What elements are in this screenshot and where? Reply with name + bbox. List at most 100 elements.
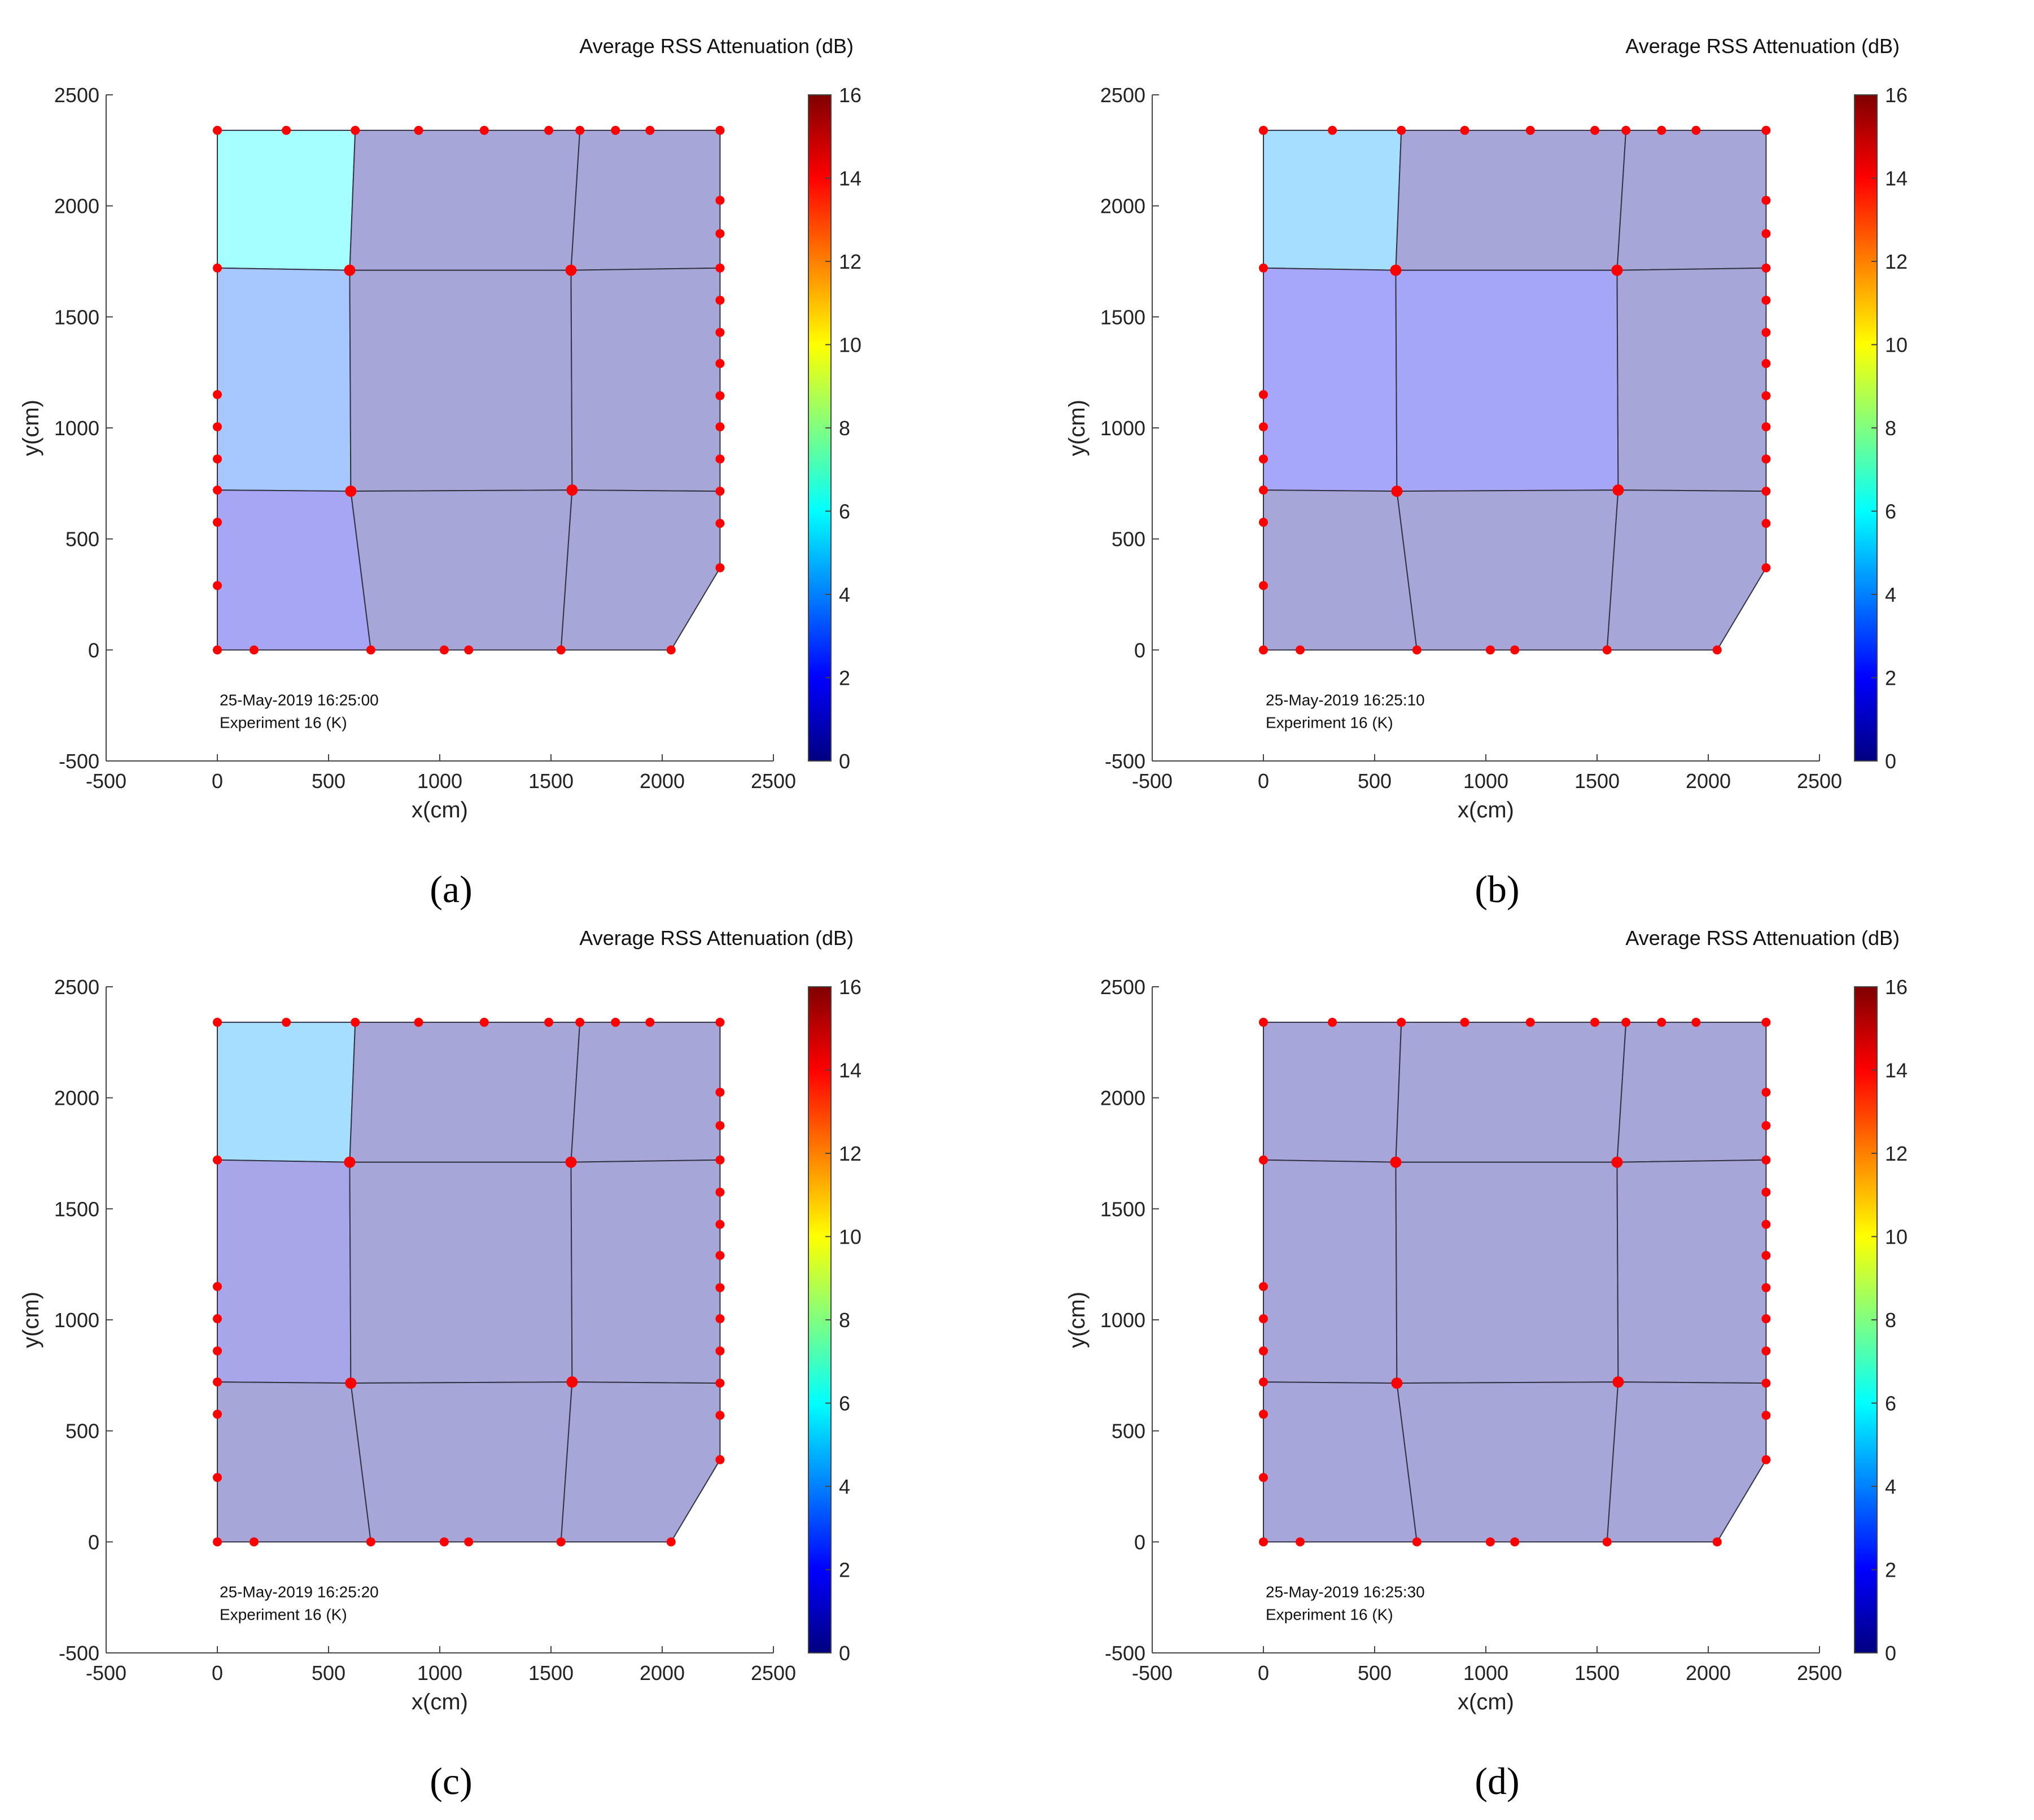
y-tick-label: 2500 <box>54 975 99 999</box>
cell-4 <box>1395 129 1627 271</box>
colorbar-tick-label: 2 <box>1885 667 1896 690</box>
sensor-node <box>715 1155 725 1165</box>
colorbar-tick-label: 16 <box>839 84 861 107</box>
colorbar-tick-label: 12 <box>839 250 861 273</box>
sensor-node <box>1611 264 1623 276</box>
sensor-node <box>1259 263 1268 273</box>
sensor-node <box>1761 1283 1771 1292</box>
sensor-node <box>1259 125 1268 135</box>
sensor-node <box>1761 422 1771 432</box>
x-axis-title: x(cm) <box>1458 1690 1514 1714</box>
sensor-node <box>414 125 423 135</box>
x-tick-label: 2000 <box>640 769 685 793</box>
cell-6 <box>350 489 573 651</box>
sensor-node <box>715 1087 725 1097</box>
sensor-node <box>715 519 725 528</box>
sensor-node <box>1259 390 1268 399</box>
sensor-node <box>1761 1379 1771 1388</box>
sensor-node <box>715 195 725 205</box>
colorbar-tick-label: 10 <box>1885 1226 1908 1249</box>
sensor-node <box>1259 1314 1268 1324</box>
cell-2 <box>1263 267 1398 492</box>
sensor-node <box>1761 519 1771 528</box>
sensor-node <box>715 1346 725 1356</box>
cell-2 <box>217 267 352 492</box>
x-axis-title: x(cm) <box>1458 798 1514 823</box>
colorbar-tick-label: 14 <box>839 167 861 190</box>
sensor-node <box>1712 1537 1722 1547</box>
sensor-node <box>351 1017 360 1027</box>
sensor-node <box>645 125 655 135</box>
cell-4 <box>349 1021 581 1163</box>
y-tick-label: -500 <box>1105 1642 1145 1665</box>
y-tick-label: -500 <box>1105 750 1145 773</box>
sensor-node <box>1510 1537 1520 1547</box>
sensor-node <box>1259 1537 1268 1547</box>
x-tick-label: 0 <box>212 769 223 793</box>
cell-3 <box>217 489 371 651</box>
y-tick-label: 0 <box>1134 638 1145 662</box>
sensor-node <box>213 1473 222 1482</box>
sensor-node <box>715 422 725 432</box>
y-tick-label: 2500 <box>54 84 99 107</box>
y-tick-label: 500 <box>1112 528 1145 551</box>
sensor-node <box>213 390 222 399</box>
sensor-node <box>213 581 222 590</box>
y-tick-label: 1500 <box>54 1197 99 1220</box>
sensor-node <box>1259 1346 1268 1356</box>
cell-7 <box>570 129 721 271</box>
sensor-node <box>250 645 259 655</box>
sensor-node <box>715 327 725 337</box>
sensor-node <box>366 645 375 655</box>
y-tick-label: 2000 <box>54 195 99 218</box>
colorbar-tick-label: 8 <box>839 417 850 440</box>
sensor-node <box>715 1219 725 1229</box>
sensor-node <box>556 1537 566 1547</box>
cell-9 <box>560 489 721 651</box>
sensor-node <box>1412 645 1421 655</box>
y-tick-label: 0 <box>88 638 99 662</box>
colorbar-title: Average RSS Attenuation (dB) <box>579 926 854 950</box>
x-axis-title: x(cm) <box>412 798 468 823</box>
cell-9 <box>560 1381 721 1543</box>
sensor-node <box>1296 645 1305 655</box>
colorbar-tick-label: 6 <box>839 500 850 523</box>
sensor-node <box>544 1017 554 1027</box>
x-tick-label: 500 <box>1358 1661 1392 1685</box>
cell-7 <box>1616 129 1767 271</box>
sensor-node <box>1590 1017 1600 1027</box>
sensor-node <box>575 125 585 135</box>
sensor-node <box>439 1537 449 1547</box>
sensor-node <box>1259 1410 1268 1419</box>
sensor-node <box>213 1377 222 1387</box>
sensor-node <box>1761 391 1771 400</box>
sensor-node <box>464 645 474 655</box>
sensor-node <box>1761 1411 1771 1420</box>
y-axis-title: y(cm) <box>1065 1292 1090 1348</box>
sensor-node <box>1621 125 1631 135</box>
cell-8 <box>570 267 721 492</box>
sensor-node <box>479 1017 489 1027</box>
cell-5 <box>1395 1161 1619 1384</box>
cell-7 <box>1616 1021 1767 1163</box>
cell-4 <box>349 129 581 271</box>
y-tick-label: 2500 <box>1100 84 1145 107</box>
sensor-node <box>351 125 360 135</box>
sensor-node <box>1761 1087 1771 1097</box>
colorbar-tick-label: 2 <box>1885 1559 1896 1582</box>
y-tick-label: 1500 <box>54 305 99 329</box>
sensor-node <box>479 125 489 135</box>
sensor-node <box>1761 229 1771 238</box>
colorbar-title: Average RSS Attenuation (dB) <box>1625 926 1900 950</box>
y-axis-title: y(cm) <box>1065 400 1090 456</box>
sensor-node <box>715 1411 725 1420</box>
panel-b: -500 0 500 1000 1500 2000 2500 -500 0 500 1000 1500… <box>1065 34 1908 911</box>
sensor-node <box>1460 1017 1469 1027</box>
colorbar-tick-label: 14 <box>839 1059 861 1082</box>
sensor-node <box>439 645 449 655</box>
sensor-node <box>715 295 725 305</box>
sensor-node <box>213 645 222 655</box>
y-axis-title: y(cm) <box>19 1292 43 1348</box>
sensor-node <box>1259 645 1268 655</box>
sensor-node <box>715 391 725 400</box>
